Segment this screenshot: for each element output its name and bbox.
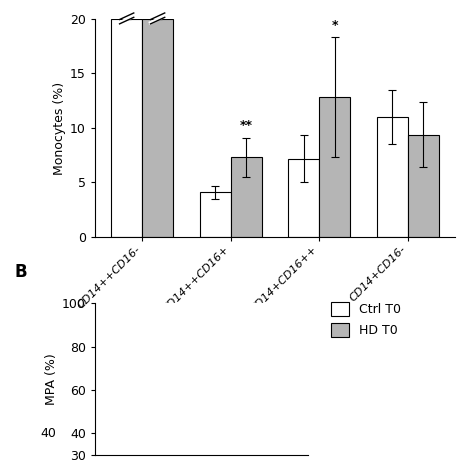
Y-axis label: Monocytes (%): Monocytes (%) (53, 82, 66, 174)
Legend: Ctrl T0, HD T0: Ctrl T0, HD T0 (331, 302, 401, 337)
Bar (231, 157, 262, 237)
Bar (288, 158, 319, 237)
Bar (142, 19, 173, 237)
Bar (319, 98, 350, 237)
Bar (200, 192, 231, 237)
Bar (408, 135, 438, 237)
Bar (111, 19, 142, 237)
Y-axis label: MPA (%): MPA (%) (45, 353, 58, 405)
Text: B: B (14, 263, 27, 281)
Text: *: * (331, 19, 338, 32)
Bar (377, 117, 408, 237)
Text: **: ** (240, 119, 253, 132)
Text: 40: 40 (41, 427, 56, 440)
